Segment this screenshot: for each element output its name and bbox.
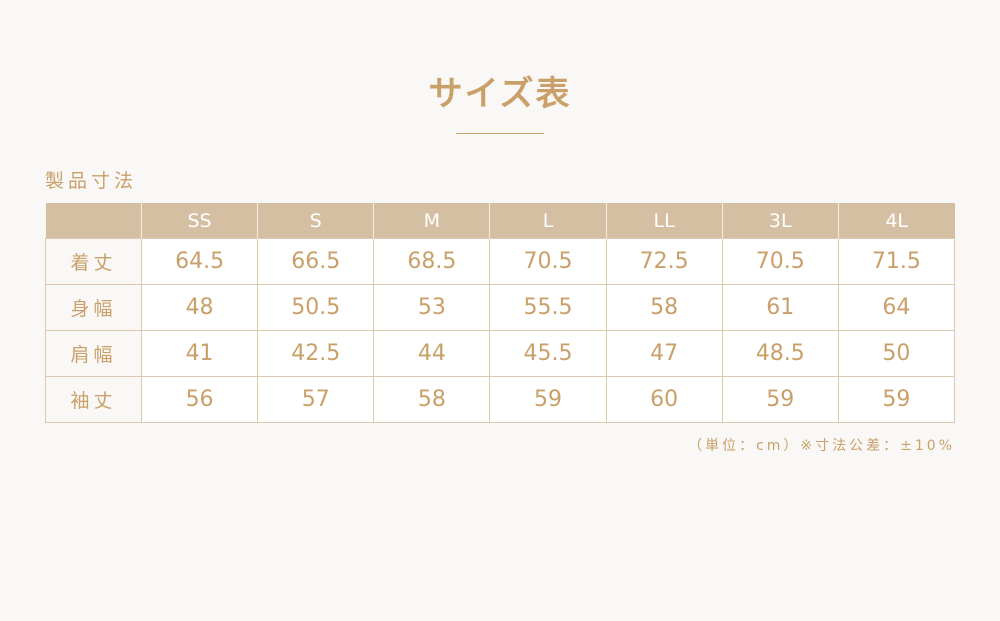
column-header: SS (140, 203, 258, 239)
table-cell: 56 (140, 376, 259, 423)
column-header: S (257, 203, 374, 239)
table-cell: 70.5 (721, 238, 839, 285)
size-table: SS S M L LL 3L 4L 着丈 64.5 66.5 68.5 70.5 72.5 70.5 71… (45, 203, 956, 423)
table-cell: 47 (605, 330, 723, 377)
table-cell: 61 (721, 284, 839, 331)
column-header: 3L (721, 203, 839, 239)
row-header: 身幅 (45, 284, 142, 331)
table-cell: 50 (837, 330, 956, 377)
section-heading: 製品寸法 (45, 170, 138, 192)
table-cell: 72.5 (605, 238, 723, 285)
table-cell: 58 (373, 376, 491, 423)
table-cell: 48 (140, 284, 259, 331)
column-header: L (489, 203, 607, 239)
table-row: 着丈 64.5 66.5 68.5 70.5 72.5 70.5 71.5 (45, 238, 956, 285)
unit-note: （単位：cm）※寸法公差：±10% (688, 438, 955, 454)
table-cell: 58 (605, 284, 723, 331)
table-cell: 45.5 (489, 330, 607, 377)
row-header: 肩幅 (45, 330, 142, 377)
table-cell: 50.5 (257, 284, 375, 331)
row-header: 着丈 (45, 238, 142, 285)
table-row: 袖丈 56 57 58 59 60 59 59 (45, 376, 956, 423)
table-cell: 64 (837, 284, 956, 331)
table-cell: 60 (605, 376, 723, 423)
table-cell: 55.5 (489, 284, 607, 331)
table-cell: 44 (373, 330, 491, 377)
table-cell: 59 (721, 376, 839, 423)
column-header: LL (605, 203, 723, 239)
table-cell: 59 (489, 376, 607, 423)
table-cell: 64.5 (140, 238, 259, 285)
table-cell: 59 (837, 376, 956, 423)
column-header (45, 203, 142, 239)
row-header: 袖丈 (45, 376, 142, 423)
table-cell: 48.5 (721, 330, 839, 377)
table-row: 身幅 48 50.5 53 55.5 58 61 64 (45, 284, 956, 331)
table-cell: 71.5 (837, 238, 956, 285)
table-cell: 57 (257, 376, 375, 423)
table-cell: 68.5 (373, 238, 491, 285)
column-header: M (373, 203, 490, 239)
table-cell: 42.5 (257, 330, 375, 377)
table-cell: 70.5 (489, 238, 607, 285)
table-cell: 66.5 (257, 238, 375, 285)
title-divider (456, 133, 544, 134)
column-header: 4L (837, 203, 955, 239)
table-row: 肩幅 41 42.5 44 45.5 47 48.5 50 (45, 330, 956, 377)
table-cell: 41 (140, 330, 259, 377)
page-title: サイズ表 (428, 74, 572, 114)
table-cell: 53 (373, 284, 491, 331)
